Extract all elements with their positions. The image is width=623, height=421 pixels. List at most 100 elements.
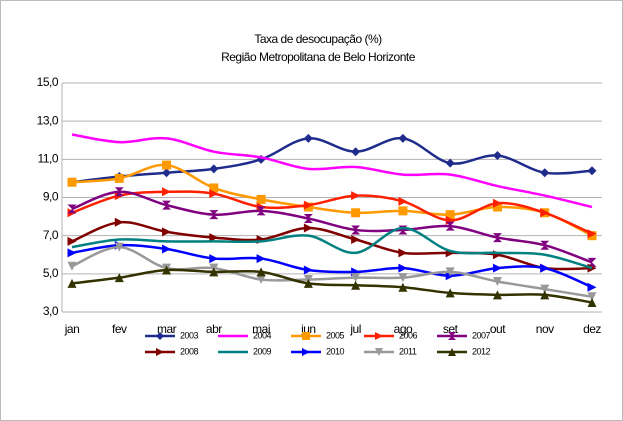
data-point <box>67 236 77 246</box>
data-point <box>351 273 361 283</box>
data-point <box>256 194 266 204</box>
data-point <box>445 267 455 277</box>
legend-marker <box>375 332 383 340</box>
x-tick-label: dez <box>583 322 601 336</box>
data-point <box>67 177 77 187</box>
series-line <box>71 190 593 264</box>
data-point <box>492 290 502 300</box>
data-point <box>351 147 361 157</box>
data-point <box>587 257 597 267</box>
legend-label: 2008 <box>180 346 199 356</box>
legend-marker <box>302 348 310 356</box>
data-point <box>303 200 313 210</box>
data-point <box>398 248 408 258</box>
legend-marker <box>375 348 383 356</box>
data-point <box>587 282 597 292</box>
data-point <box>540 290 550 300</box>
y-tick-label: 3,0 <box>43 304 59 318</box>
data-point <box>114 217 124 227</box>
data-point <box>209 254 219 264</box>
legend-marker <box>156 332 164 340</box>
legend-label: 2011 <box>399 346 417 356</box>
data-point <box>162 200 172 210</box>
x-tick-label: mai <box>252 322 270 336</box>
x-tick-label: out <box>490 322 506 336</box>
data-point <box>114 273 124 283</box>
data-point <box>398 133 408 143</box>
legend-label: 2006 <box>399 330 418 340</box>
data-point <box>67 278 77 288</box>
data-point <box>351 208 361 218</box>
data-point <box>209 210 219 220</box>
data-point <box>587 166 597 176</box>
y-tick-label: 7,0 <box>43 228 59 242</box>
data-point <box>398 263 408 273</box>
data-point <box>67 248 77 258</box>
data-point <box>303 223 313 233</box>
legend-label: 2007 <box>472 330 491 340</box>
legend-label: 2010 <box>326 346 345 356</box>
y-tick-label: 13,0 <box>37 113 59 127</box>
data-point <box>492 198 502 208</box>
data-point <box>162 265 172 275</box>
data-point <box>256 254 266 264</box>
x-tick-label: jul <box>349 322 361 336</box>
chart-title: Taxa de desocupação (%) <box>254 32 382 46</box>
legend-marker <box>448 332 456 340</box>
data-point <box>398 273 408 283</box>
data-point <box>492 276 502 286</box>
data-point <box>209 189 219 199</box>
data-point <box>114 187 124 197</box>
data-point <box>303 265 313 275</box>
data-point <box>540 240 550 250</box>
data-point <box>540 168 550 178</box>
data-point <box>162 168 172 178</box>
data-point <box>540 263 550 273</box>
data-point <box>162 244 172 254</box>
series-line <box>71 268 593 304</box>
series-line <box>71 133 593 209</box>
y-tick-label: 11,0 <box>38 152 59 166</box>
series-line <box>71 245 593 298</box>
data-point <box>303 278 313 288</box>
y-tick-label: 15,0 <box>37 75 59 89</box>
x-tick-label: jan <box>64 322 80 336</box>
data-point <box>67 261 77 271</box>
data-point <box>398 206 408 216</box>
data-point <box>303 133 313 143</box>
data-point <box>445 158 455 168</box>
data-point <box>162 227 172 237</box>
data-point <box>209 183 219 193</box>
data-point <box>587 229 597 239</box>
legend-label: 2012 <box>472 346 491 356</box>
data-point <box>587 292 597 302</box>
data-point <box>256 267 266 277</box>
data-point <box>540 208 550 218</box>
data-point <box>445 210 455 220</box>
data-point <box>492 263 502 273</box>
data-point <box>209 164 219 174</box>
x-tick-label: mar <box>157 322 177 336</box>
data-point <box>67 204 77 214</box>
data-point <box>162 160 172 170</box>
data-point <box>351 225 361 235</box>
data-point <box>445 221 455 231</box>
x-tick-label: abr <box>206 322 222 336</box>
data-point <box>256 275 266 285</box>
data-point <box>256 206 266 216</box>
data-point <box>492 151 502 161</box>
data-point <box>351 280 361 290</box>
x-tick-label: fev <box>112 322 127 336</box>
data-point <box>445 288 455 298</box>
data-point <box>587 297 597 307</box>
data-point <box>398 282 408 292</box>
chart-subtitle: Região Metropolitana de Belo Horizonte <box>221 50 416 64</box>
data-point <box>209 267 219 277</box>
legend-label: 2003 <box>180 330 199 340</box>
data-point <box>114 173 124 183</box>
legend-marker <box>156 348 164 356</box>
legend-marker <box>302 332 310 340</box>
data-point <box>398 196 408 206</box>
data-point <box>540 284 550 294</box>
y-tick-label: 5,0 <box>43 266 59 280</box>
